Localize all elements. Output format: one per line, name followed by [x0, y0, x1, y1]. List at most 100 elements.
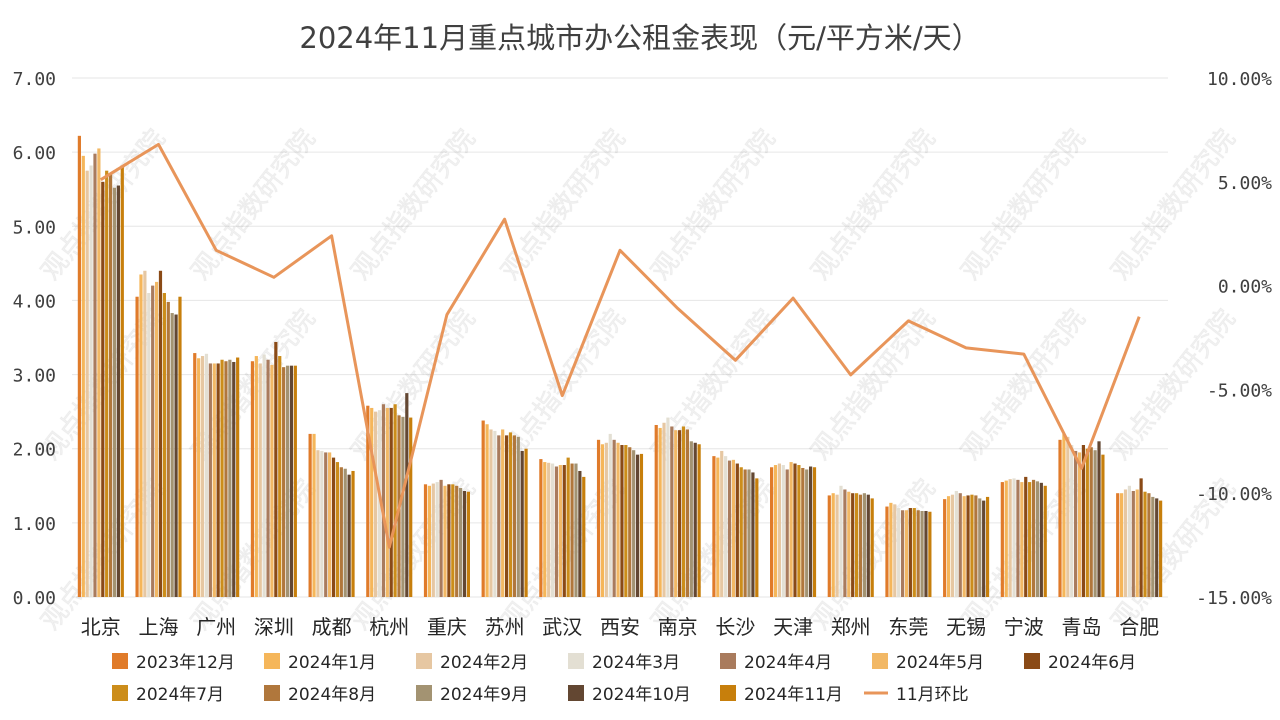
bar	[539, 459, 543, 597]
legend-label: 2024年5月	[896, 653, 984, 673]
bar	[232, 361, 236, 597]
bar	[743, 469, 747, 597]
bar	[889, 502, 893, 597]
category-label: 天津	[773, 615, 813, 639]
legend-swatch	[1024, 653, 1040, 669]
bar	[508, 432, 513, 597]
legend-label: 2024年1月	[288, 653, 376, 673]
right-tick-label: 10.00%	[1207, 69, 1272, 90]
bar	[1159, 500, 1163, 597]
bar	[405, 393, 409, 597]
bar	[1062, 433, 1066, 597]
watermark-text: 观点指数研究院	[346, 124, 482, 286]
watermark-text: 观点指数研究院	[1106, 124, 1242, 286]
watermark-text: 观点指数研究院	[956, 124, 1092, 286]
bar	[258, 363, 262, 597]
bar	[566, 457, 570, 597]
bar	[389, 407, 393, 597]
bar	[751, 472, 755, 597]
watermark-text: 观点指数研究院	[496, 124, 632, 286]
bar	[439, 479, 443, 597]
legend-label: 2024年9月	[440, 685, 528, 705]
bar	[116, 185, 120, 597]
category-label: 宁波	[1004, 615, 1044, 639]
bar	[908, 508, 912, 597]
bar-series-group	[77, 135, 1163, 598]
bar	[485, 424, 489, 597]
legend-label: 2024年11月	[744, 685, 843, 705]
bar	[236, 357, 240, 597]
bar	[197, 358, 201, 597]
legend-swatch	[112, 685, 128, 701]
bar	[924, 510, 928, 597]
bar	[781, 465, 785, 597]
legend-label: 2024年7月	[136, 685, 224, 705]
bar	[377, 410, 382, 597]
legend-label: 2024年6月	[1048, 653, 1136, 673]
watermark-text: 观点指数研究院	[806, 124, 942, 286]
bar	[835, 494, 839, 597]
category-label: 青岛	[1062, 615, 1102, 639]
left-tick-label: 1.00	[13, 514, 56, 535]
bar	[943, 499, 947, 597]
bar	[423, 484, 428, 597]
bar	[666, 417, 670, 597]
bar	[254, 356, 258, 597]
legend-swatch	[112, 653, 128, 669]
bar	[85, 170, 89, 597]
bar	[328, 452, 332, 597]
bar	[1089, 447, 1093, 597]
bar	[1135, 489, 1139, 597]
bar	[801, 467, 805, 597]
category-label: 南京	[658, 615, 698, 639]
bar	[862, 493, 866, 597]
bar	[447, 484, 451, 597]
bar	[897, 508, 901, 597]
bar	[1131, 490, 1135, 597]
watermark-text: 观点指数研究院	[956, 304, 1092, 466]
bar	[1012, 478, 1016, 597]
category-label: 重庆	[427, 615, 467, 639]
left-tick-label: 7.00	[13, 69, 56, 90]
bar	[946, 496, 951, 597]
bar	[200, 356, 205, 597]
bar	[293, 365, 297, 597]
bar	[343, 468, 347, 597]
bar	[558, 465, 562, 597]
bar	[1000, 482, 1004, 597]
bar	[320, 450, 324, 597]
category-label: 郑州	[831, 615, 871, 639]
bar	[147, 293, 151, 597]
bar	[112, 187, 117, 598]
bar	[596, 439, 601, 597]
bar	[600, 444, 605, 597]
bar	[550, 463, 555, 597]
bar	[543, 462, 547, 597]
bar	[282, 367, 286, 597]
bar	[409, 417, 413, 597]
right-tick-label: -15.00%	[1196, 588, 1272, 609]
bar	[716, 457, 720, 597]
bar	[724, 456, 728, 597]
bar	[108, 174, 113, 597]
right-axis-ticks: -15.00% -10.00% -5.00% 0.00% 5.00% 10.00%	[1196, 69, 1272, 609]
bar	[777, 463, 781, 597]
bar	[77, 135, 81, 597]
right-tick-label: 0.00%	[1218, 277, 1272, 298]
bar	[870, 498, 874, 597]
bar	[962, 496, 966, 597]
bar	[370, 407, 374, 597]
bar	[773, 465, 778, 597]
line-series-group	[100, 142, 1141, 549]
bar	[466, 491, 470, 597]
legend-swatch	[720, 653, 736, 669]
legend-item: 2024年4月	[720, 653, 832, 673]
bar	[1151, 496, 1155, 597]
bar	[154, 281, 159, 597]
bar	[1020, 482, 1024, 597]
category-label: 成都	[312, 615, 352, 639]
bar	[670, 426, 674, 597]
bar	[958, 493, 962, 597]
bar	[616, 442, 620, 597]
category-label: 苏州	[485, 615, 525, 639]
